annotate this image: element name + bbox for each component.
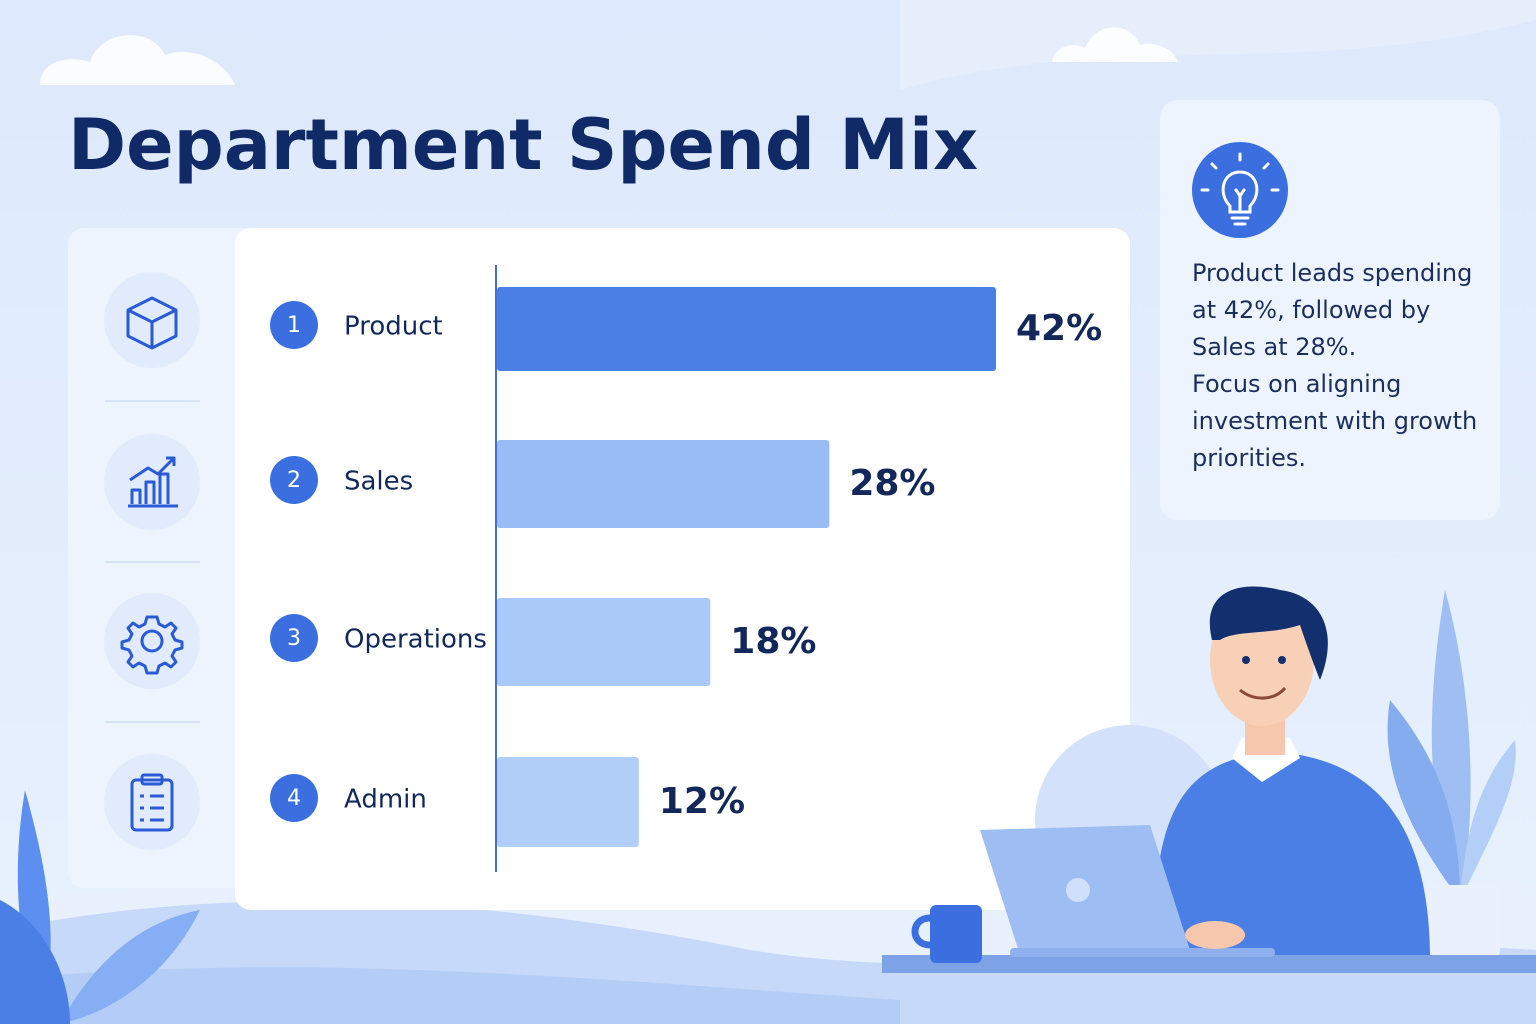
value-label: 12% <box>659 781 745 822</box>
category-label: Admin <box>344 785 427 815</box>
rank-badge <box>270 301 318 349</box>
rank-label: 3 <box>287 626 301 651</box>
cloud <box>40 35 235 85</box>
bar <box>497 287 996 371</box>
value-label: 42% <box>1016 308 1102 349</box>
illustration <box>0 586 1536 1024</box>
bg-hill <box>0 967 900 1024</box>
bar <box>497 598 711 686</box>
insight-line: Focus on aligning investment with growth… <box>1192 370 1478 472</box>
rank-badge <box>270 456 318 504</box>
bulb <box>1200 152 1280 226</box>
cloud <box>1052 27 1178 63</box>
value-label: 18% <box>730 621 816 662</box>
bg-wave <box>900 0 1536 90</box>
rank-label: 4 <box>287 786 301 811</box>
value-label: 28% <box>849 463 935 504</box>
icon-dividers <box>105 400 200 723</box>
insight-text: Product leads spending at 42%, followed … <box>1192 255 1487 477</box>
insight-line: Product leads spending at 42%, followed … <box>1192 259 1473 361</box>
icons <box>120 296 184 832</box>
rank-badge <box>270 774 318 822</box>
rank-label: 1 <box>287 313 301 338</box>
chart-card <box>235 228 1130 910</box>
category-label: Sales <box>344 467 413 497</box>
rank-label: 2 <box>287 468 301 493</box>
bar <box>497 440 830 528</box>
rank-badge <box>270 614 318 662</box>
chart-title: Department Spend Mix <box>68 104 978 186</box>
category-label: Operations <box>344 625 487 655</box>
bar <box>497 757 639 847</box>
category-label: Product <box>344 312 443 342</box>
